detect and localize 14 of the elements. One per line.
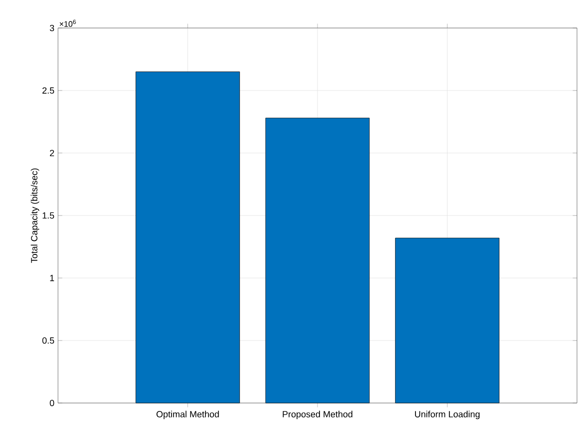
x-tick-label: Uniform Loading: [415, 410, 480, 420]
x-tick-label: Optimal Method: [156, 410, 219, 420]
y-tick-label: 3: [50, 24, 54, 32]
y-tick-label: 0: [50, 400, 54, 406]
y-tick-label: 0.5: [42, 337, 54, 344]
y-tick-label: 1: [50, 274, 54, 282]
bar: [265, 118, 370, 404]
y-axis-title: Total Capacity (bits/sec): [30, 168, 40, 263]
y-tick-label: 2: [50, 150, 54, 156]
bar: [395, 238, 500, 404]
bar: [136, 72, 240, 404]
y-tick-label: 2.5: [42, 87, 54, 94]
y-tick-label: 1.5: [42, 212, 54, 219]
x-tick-label: Proposed Method: [282, 410, 352, 420]
